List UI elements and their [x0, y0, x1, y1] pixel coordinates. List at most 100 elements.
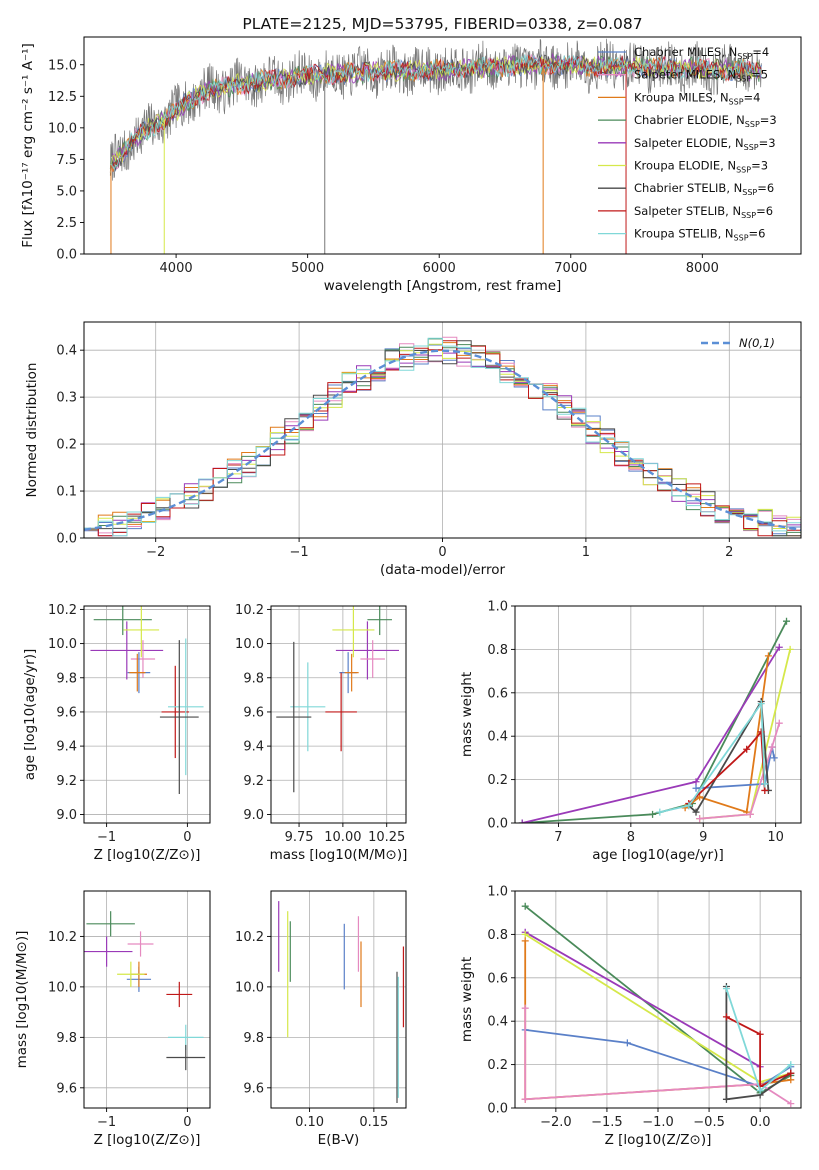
- weight-marker: [787, 1100, 795, 1108]
- weight-marker: [656, 808, 664, 816]
- y-tick-label: 0.4: [56, 344, 77, 359]
- y-tick-label: 9.4: [56, 740, 77, 755]
- y-tick-label: 0.6: [487, 686, 508, 701]
- y-tick-label: 0.2: [487, 773, 508, 788]
- weight-marker: [746, 810, 754, 818]
- y-tick-label: 9.2: [56, 774, 77, 789]
- y-tick-label: 9.8: [56, 671, 77, 686]
- legend-entry: Kroupa STELIB, NSSP=6: [634, 227, 765, 243]
- y-tick-label: 10.0: [48, 637, 77, 652]
- y-axis-label: mass weight: [459, 672, 475, 757]
- legend-text: =6: [756, 204, 773, 218]
- weight-marker: [770, 754, 778, 762]
- legend-subscript: SSP: [745, 120, 760, 129]
- weight-marker: [692, 778, 700, 786]
- y-tick-label: 0.1: [56, 485, 77, 500]
- legend-text: Kroupa STELIB, N: [634, 227, 734, 241]
- residual-histogram: [84, 337, 801, 537]
- weight-line: [688, 698, 770, 814]
- legend-text: =3: [751, 159, 768, 173]
- x-axis-label: wavelength [Angstrom, rest frame]: [324, 278, 562, 294]
- legend-text: =4: [752, 45, 769, 59]
- weight-marker: [783, 617, 791, 625]
- y-axis-label: Normed distribution: [24, 363, 40, 498]
- legend-entry: Chabrier ELODIE, NSSP=3: [634, 113, 777, 129]
- y-axis-label: Flux [fλ10⁻¹⁷ erg cm⁻² s⁻¹ A⁻¹]: [20, 43, 36, 248]
- x-tick-label: −0.5: [693, 1115, 725, 1130]
- axes-frame: [514, 605, 802, 824]
- axes-frame: [270, 890, 407, 1109]
- x-tick-label: −1: [290, 545, 309, 560]
- y-tick-label: 0.8: [487, 928, 508, 943]
- x-axis-label: age [log10(age/yr)]: [592, 847, 724, 863]
- y-tick-label: 0.2: [487, 1058, 508, 1073]
- y-tick-label: 10.0: [48, 121, 77, 136]
- y-tick-label: 1.0: [487, 885, 508, 900]
- y-tick-label: 10.0: [235, 637, 264, 652]
- weight-marker: [768, 743, 776, 751]
- y-axis-label: mass weight: [459, 957, 475, 1042]
- weight-marker: [521, 930, 529, 938]
- weight-marker: [756, 1087, 764, 1095]
- y-tick-label: 15.0: [48, 58, 77, 73]
- legend-subscript: SSP: [737, 52, 752, 61]
- weight-marker: [722, 1095, 730, 1103]
- y-tick-label: 10.2: [48, 603, 77, 618]
- weight-marker: [518, 819, 526, 823]
- y-tick-label: 2.5: [56, 216, 77, 231]
- legend-text: =5: [751, 68, 768, 82]
- weight-marker: [722, 985, 730, 993]
- legend-text: Chabrier MILES, N: [634, 45, 737, 59]
- y-tick-label: 10.2: [48, 930, 77, 945]
- residual-histogram: [84, 340, 801, 537]
- legend-subscript: SSP: [736, 75, 751, 84]
- x-tick-label: 8000: [686, 261, 719, 276]
- legend-subscript: SSP: [729, 97, 744, 106]
- weight-marker: [764, 652, 772, 660]
- y-tick-label: 12.5: [48, 90, 77, 105]
- plot-area-age_vs_Z: [90, 606, 204, 794]
- legend-text: Salpeter ELODIE, N: [634, 136, 744, 150]
- weight-marker: [521, 937, 529, 945]
- plot-area-residuals: [84, 336, 801, 537]
- weight-marker: [623, 1039, 631, 1047]
- x-tick-label: 10.25: [368, 830, 405, 845]
- weight-line: [725, 986, 792, 1101]
- axes-frame: [270, 605, 407, 824]
- legend-text: Salpeter MILES, N: [634, 68, 736, 82]
- legend-entry: N(0,1): [739, 336, 775, 350]
- y-tick-label: 10.0: [48, 980, 77, 995]
- x-tick-label: −1.5: [591, 1115, 623, 1130]
- x-axis-label: Z [log10(Z/Z⊙)]: [605, 1132, 712, 1148]
- x-tick-label: 0: [183, 830, 191, 845]
- weight-marker: [722, 1013, 730, 1021]
- y-tick-label: 0.0: [487, 817, 508, 832]
- y-tick-label: 0.8: [487, 643, 508, 658]
- x-tick-label: −2: [146, 545, 165, 560]
- legend-text: =3: [760, 113, 777, 127]
- axes-frame: [83, 890, 211, 1109]
- legend-subscript: SSP: [744, 143, 759, 152]
- plot-area-spectrum: [109, 38, 762, 254]
- legend-text: =3: [759, 136, 776, 150]
- y-tick-label: 7.5: [56, 153, 77, 168]
- x-tick-label: 2: [725, 545, 733, 560]
- weight-marker: [757, 728, 765, 736]
- x-tick-label: 9.75: [285, 830, 314, 845]
- legend-subscript: SSP: [736, 166, 751, 175]
- legend-entry: Salpeter MILES, NSSP=5: [634, 68, 768, 84]
- legend-entry: Chabrier MILES, NSSP=4: [634, 45, 769, 61]
- panel-mass_vs_Z: −1 0 9.6 9.8 10.0 10.2 Z [log10(Z/Z⊙)] mass [lo…: [14, 890, 211, 1148]
- legend-entry: Kroupa MILES, NSSP=4: [634, 90, 760, 106]
- x-tick-label: 0: [438, 545, 446, 560]
- x-axis-label: Z [log10(Z/Z⊙)]: [94, 847, 201, 863]
- plot-area-weight_vs_age: [518, 617, 794, 823]
- weight-marker: [775, 719, 783, 727]
- panel-mass_vs_ebv: 0.10 0.15 9.6 9.8 10.0 10.2 E(B-V): [235, 890, 407, 1148]
- plot-area-mass_vs_ebv: [278, 901, 405, 1103]
- y-tick-label: 0.4: [487, 1015, 508, 1030]
- panel-age_vs_mass: 9.75 10.00 10.25 9.0 9.2 9.4 9.6 9.8 10.0 10.2 mas…: [235, 603, 407, 863]
- legend-subscript: SSP: [742, 188, 757, 197]
- x-tick-label: −1.0: [642, 1115, 674, 1130]
